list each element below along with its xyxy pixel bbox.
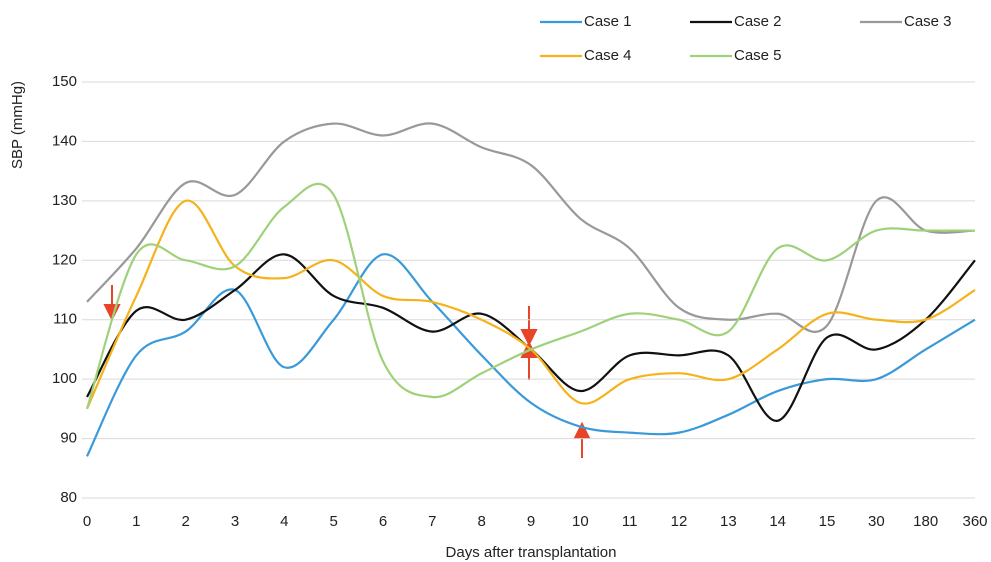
x-tick-label: 11 bbox=[622, 513, 638, 530]
y-axis-title: SBP (mmHg) bbox=[9, 81, 26, 169]
x-tick-label: 2 bbox=[181, 513, 189, 530]
annotation-arrows bbox=[103, 285, 591, 458]
y-tick-label: 130 bbox=[52, 192, 77, 209]
y-tick-label: 140 bbox=[52, 132, 77, 149]
legend-label: Case 2 bbox=[734, 13, 782, 30]
x-tick-label: 9 bbox=[527, 513, 535, 530]
y-tick-label: 120 bbox=[52, 251, 77, 268]
line-series bbox=[86, 253, 976, 457]
x-tick-label: 13 bbox=[720, 513, 737, 530]
y-tick-label: 100 bbox=[52, 370, 77, 387]
x-tick-label: 4 bbox=[280, 513, 288, 530]
legend-label: Case 3 bbox=[904, 13, 952, 30]
x-tick-label: 360 bbox=[962, 513, 987, 530]
x-tick-label: 6 bbox=[379, 513, 387, 530]
y-tick-label: 80 bbox=[60, 489, 77, 506]
x-axis-title: Days after transplantation bbox=[446, 544, 617, 561]
x-tick-label: 14 bbox=[769, 513, 786, 530]
x-tick-label: 1 bbox=[132, 513, 140, 530]
x-tick-label: 10 bbox=[572, 513, 589, 530]
line-series bbox=[85, 199, 976, 410]
x-tick-label: 15 bbox=[819, 513, 836, 530]
legend-label: Case 5 bbox=[734, 47, 782, 64]
legend-label: Case 4 bbox=[584, 47, 632, 64]
line-series bbox=[86, 122, 976, 333]
x-tick-label: 0 bbox=[83, 513, 91, 530]
y-tick-label: 90 bbox=[60, 430, 77, 447]
x-tick-label: 12 bbox=[671, 513, 688, 530]
line-series bbox=[85, 182, 975, 410]
x-tick-label: 5 bbox=[329, 513, 337, 530]
arrow-head bbox=[573, 421, 591, 439]
x-tick-label: 8 bbox=[477, 513, 485, 530]
legend-label: Case 1 bbox=[584, 13, 632, 30]
x-tick-label: 3 bbox=[231, 513, 239, 530]
y-tick-label: 150 bbox=[52, 73, 77, 90]
x-tick-label: 7 bbox=[428, 513, 436, 530]
arrow-head bbox=[520, 329, 538, 347]
x-tick-label: 30 bbox=[868, 513, 885, 530]
y-tick-label: 110 bbox=[53, 311, 77, 328]
x-tick-label: 180 bbox=[913, 513, 938, 530]
